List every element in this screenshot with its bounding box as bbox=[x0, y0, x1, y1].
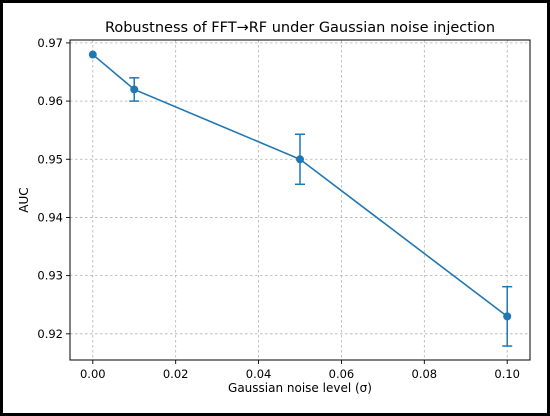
plot-area bbox=[69, 39, 531, 361]
ticks-layer: 0.00 0.02 0.04 0.06 0.08 0.10 0.92 0.93 0.94 0.95… bbox=[37, 36, 520, 381]
y-tick-label: 0.94 bbox=[37, 210, 63, 224]
y-tick-label: 0.93 bbox=[37, 269, 63, 283]
data-point bbox=[88, 50, 97, 59]
series-layer bbox=[88, 50, 513, 347]
data-point bbox=[503, 312, 512, 321]
series-line bbox=[92, 53, 508, 317]
data-point bbox=[296, 155, 304, 164]
y-tick-label: 0.96 bbox=[37, 94, 63, 108]
y-tick-label: 0.97 bbox=[37, 36, 63, 50]
y-tick-label: 0.92 bbox=[37, 327, 63, 341]
x-tick-label: 0.06 bbox=[329, 367, 355, 381]
x-tick-label: 0.04 bbox=[246, 367, 272, 381]
x-axis-label: Gaussian noise level (σ) bbox=[228, 381, 372, 395]
y-tick-label: 0.95 bbox=[37, 152, 63, 166]
grid-layer bbox=[70, 40, 530, 360]
chart-title: Robustness of FFT→RF under Gaussian nois… bbox=[105, 20, 495, 36]
x-tick-label: 0.00 bbox=[80, 367, 106, 381]
x-tick-label: 0.02 bbox=[163, 367, 189, 381]
x-tick-label: 0.10 bbox=[494, 367, 520, 381]
x-tick-label: 0.08 bbox=[412, 367, 438, 381]
y-axis-label: AUC bbox=[17, 187, 31, 212]
data-point bbox=[130, 85, 139, 94]
